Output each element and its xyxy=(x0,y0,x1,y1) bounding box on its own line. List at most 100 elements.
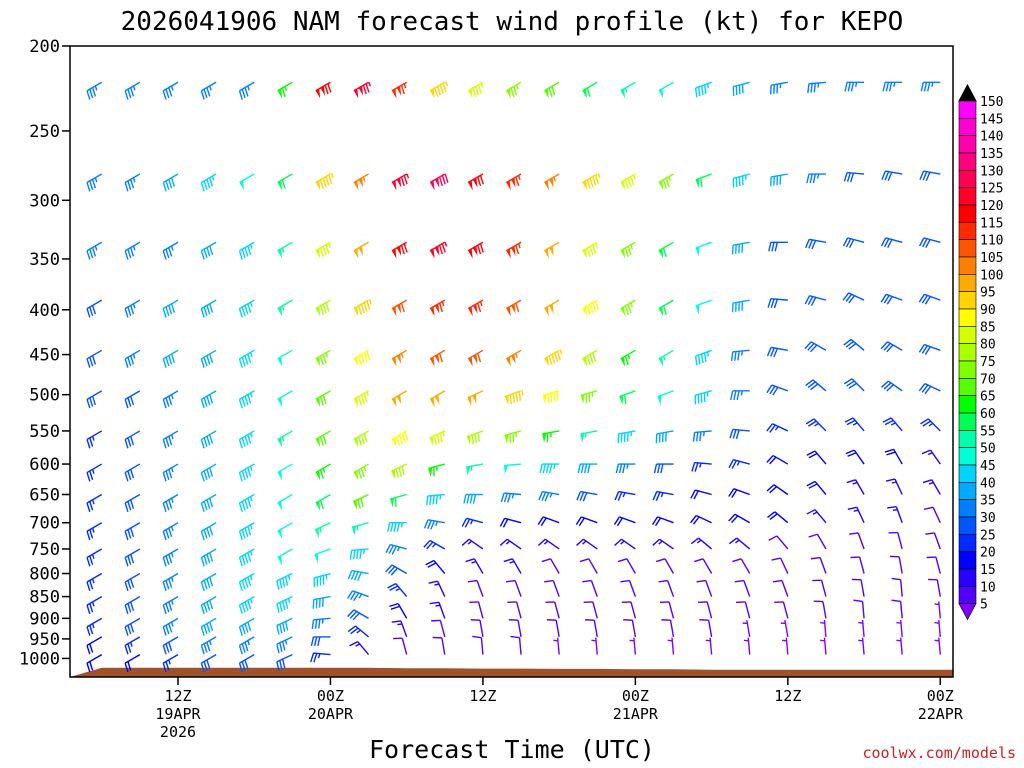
y-tick-label: 300 xyxy=(29,191,60,211)
wind-barb xyxy=(162,241,179,260)
wind-barb xyxy=(276,636,293,654)
wind-barb xyxy=(86,617,103,636)
ground-layer xyxy=(70,667,953,677)
wind-barb xyxy=(805,418,827,432)
wind-barb xyxy=(276,595,293,613)
wind-barb xyxy=(277,390,293,408)
wind-barb xyxy=(314,548,331,564)
wind-barb xyxy=(500,492,522,503)
colorbar-label: 25 xyxy=(980,528,996,543)
wind-barb xyxy=(470,619,484,638)
colorbar-label: 85 xyxy=(980,320,996,335)
wind-barb xyxy=(504,463,522,475)
wind-barb xyxy=(162,81,179,100)
colorbar-label: 90 xyxy=(980,303,996,318)
wind-barb xyxy=(315,463,331,481)
wind-barb xyxy=(842,237,865,249)
wind-barb xyxy=(124,654,141,673)
wind-barb xyxy=(200,349,217,368)
wind-barb xyxy=(391,430,409,448)
wind-barb xyxy=(553,637,560,655)
wind-barb xyxy=(311,617,331,630)
wind-barb xyxy=(505,241,522,259)
wind-barb xyxy=(658,349,674,367)
wind-barb xyxy=(810,556,827,574)
x-tick-label: 12Z xyxy=(774,687,801,705)
wind-barb xyxy=(124,430,141,449)
wind-barb xyxy=(391,241,408,259)
wind-barb xyxy=(124,548,141,567)
wind-barb xyxy=(391,81,408,99)
wind-barb xyxy=(351,522,369,536)
wind-barb xyxy=(200,522,217,541)
wind-barb xyxy=(845,449,865,465)
wind-barb xyxy=(880,380,903,392)
wind-barb xyxy=(582,173,601,191)
wind-barb xyxy=(429,601,446,619)
wind-barb xyxy=(200,430,217,449)
wind-barb xyxy=(766,423,789,433)
wind-barb xyxy=(884,448,903,465)
wind-barb xyxy=(667,637,675,655)
wind-barb xyxy=(238,636,255,655)
colorbar-label: 110 xyxy=(980,234,1003,249)
wind-barb xyxy=(238,617,255,636)
wind-barb xyxy=(391,390,408,408)
wind-barb xyxy=(428,463,445,478)
wind-barb xyxy=(315,241,331,259)
wind-barb xyxy=(238,349,255,368)
wind-barb xyxy=(846,479,865,495)
wind-barb xyxy=(503,558,522,574)
wind-barb xyxy=(542,430,560,443)
wind-barb xyxy=(238,390,255,409)
wind-barb xyxy=(277,463,293,481)
wind-barb xyxy=(820,637,827,655)
plot-frame xyxy=(69,45,954,678)
wind-barb xyxy=(124,81,141,100)
x-tick-label: 21APR xyxy=(613,705,659,723)
wind-barb xyxy=(658,173,674,191)
credit-link[interactable]: coolwx.com/models xyxy=(862,744,1016,762)
colorbar-swatch xyxy=(958,430,977,448)
wind-barb xyxy=(467,241,484,259)
wind-barb xyxy=(353,430,369,448)
wind-barb xyxy=(423,519,445,530)
wind-barb xyxy=(429,173,449,191)
colorbar-label: 130 xyxy=(980,164,1003,179)
colorbar-swatch xyxy=(958,204,977,223)
wind-barb xyxy=(385,564,408,576)
wind-barb xyxy=(200,572,217,592)
wind-barb xyxy=(162,493,179,513)
wind-barb xyxy=(742,620,751,638)
colorbar-label: 40 xyxy=(980,476,996,491)
wind-barb xyxy=(767,297,788,309)
wind-barb xyxy=(807,81,827,93)
wind-barb xyxy=(620,349,636,367)
wind-barb xyxy=(461,538,484,550)
wind-barb xyxy=(200,617,217,636)
y-tick-label: 700 xyxy=(29,514,60,534)
wind-barb xyxy=(429,299,446,317)
wind-barb xyxy=(504,430,522,445)
wind-barb xyxy=(617,430,636,444)
wind-barb xyxy=(696,579,713,597)
wind-barb xyxy=(86,654,103,673)
wind-barb xyxy=(620,241,636,259)
wind-barb xyxy=(162,636,179,655)
wind-barb xyxy=(891,599,903,619)
wind-barb xyxy=(730,349,750,362)
x-tick-label: 00Z xyxy=(927,687,954,705)
wind-barb xyxy=(124,299,141,318)
wind-barb xyxy=(349,640,370,656)
wind-barb xyxy=(546,619,560,638)
wind-barb xyxy=(544,173,560,191)
wind-barb xyxy=(353,299,372,317)
wind-barb xyxy=(705,637,713,655)
wind-barb xyxy=(353,173,369,191)
wind-barb xyxy=(162,390,179,409)
wind-barb xyxy=(238,430,255,449)
wind-barb xyxy=(842,292,865,304)
wind-barb xyxy=(537,516,560,527)
